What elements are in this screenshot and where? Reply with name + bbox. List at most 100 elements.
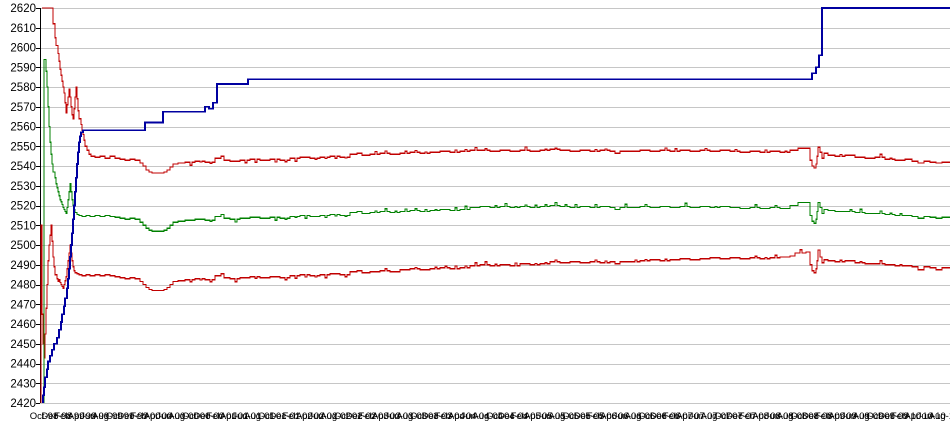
x-tick-label: Aug-05 xyxy=(548,411,579,422)
x-tick-label: Dec-00 xyxy=(193,411,224,422)
x-tick-label: Aug-02 xyxy=(320,411,351,422)
y-tick-label: 2560 xyxy=(10,122,36,134)
x-tick-label: Jun-04 xyxy=(460,411,489,422)
x-tick-label: Feb-01 xyxy=(206,411,236,422)
x-tick-label: Feb-03 xyxy=(359,411,389,422)
x-tick-label: Jun-08 xyxy=(765,411,794,422)
series-ask-upper-red xyxy=(42,7,950,174)
x-tick-label: Feb-06 xyxy=(587,411,617,422)
x-tick-label: Oct-01 xyxy=(258,411,287,422)
x-tick-label: Feb-00 xyxy=(130,411,160,422)
y-tick-label: 2490 xyxy=(10,260,36,272)
x-tick-label: Dec-05 xyxy=(574,411,605,422)
x-tick-label: Aug-03 xyxy=(396,411,427,422)
x-tick-label: Jun-99 xyxy=(80,411,109,422)
y-tick-label: 2510 xyxy=(10,220,36,232)
x-tick-label: Apr-07 xyxy=(676,411,705,422)
x-tick-label: Apr-01 xyxy=(220,411,249,422)
gridlines xyxy=(40,8,950,404)
y-tick-label: 2460 xyxy=(10,319,36,331)
x-tick-label: Oct-06 xyxy=(638,411,667,422)
x-tick-label: Feb-10 xyxy=(891,411,921,422)
x-tick-label: Dec-08 xyxy=(802,411,833,422)
x-tick-label: Apr-00 xyxy=(144,411,173,422)
x-tick-label: Apr-06 xyxy=(600,411,629,422)
y-tick-label: 2530 xyxy=(10,181,36,193)
x-tick-label: Dec-01 xyxy=(270,411,301,422)
y-axis-ticks xyxy=(36,8,40,404)
x-tick-label: Jun-10 xyxy=(917,411,946,422)
x-tick-label: Apr-99 xyxy=(68,411,97,422)
x-tick-label: Jun-03 xyxy=(384,411,413,422)
x-tick-label: Aug-07 xyxy=(701,411,732,422)
x-tick-label: Oct-03 xyxy=(410,411,439,422)
x-tick-label: Apr-03 xyxy=(372,411,401,422)
x-tick-label: Dec-07 xyxy=(726,411,757,422)
x-tick-label: Oct-02 xyxy=(334,411,363,422)
y-tick-label: 2450 xyxy=(10,339,36,351)
x-tick-label: Oct-99 xyxy=(106,411,135,422)
x-tick-label: Aug-09 xyxy=(853,411,884,422)
y-tick-label: 2570 xyxy=(10,102,36,114)
x-tick-label: Feb-04 xyxy=(435,411,465,422)
x-tick-label: Oct-07 xyxy=(714,411,743,422)
x-axis-labels: Oct-98Dec-98Feb-99Apr-99Jun-99Aug-99Oct-… xyxy=(30,411,950,422)
x-tick-label: Aug-10 xyxy=(929,411,950,422)
x-tick-label: Oct-00 xyxy=(182,411,211,422)
y-tick-label: 2540 xyxy=(10,161,36,173)
y-tick-label: 2550 xyxy=(10,141,36,153)
y-tick-label: 2520 xyxy=(10,201,36,213)
y-tick-label: 2610 xyxy=(10,23,36,35)
x-tick-label: Apr-04 xyxy=(448,411,477,422)
x-tick-label: Aug-00 xyxy=(168,411,199,422)
x-tick-label: Jun-07 xyxy=(689,411,718,422)
x-tick-label: Jun-06 xyxy=(613,411,642,422)
x-tick-label: Dec-98 xyxy=(41,411,72,422)
y-tick-label: 2500 xyxy=(10,240,36,252)
x-tick-label: Aug-04 xyxy=(472,411,503,422)
x-tick-label: Feb-07 xyxy=(663,411,693,422)
y-axis-labels: 2420 2430 2440 2450 2460 2470 2480 2490 2500 2510… xyxy=(10,3,36,410)
x-tick-label: Feb-09 xyxy=(815,411,845,422)
x-tick-label: Dec-02 xyxy=(346,411,377,422)
x-tick-label: Dec-09 xyxy=(878,411,909,422)
x-tick-label: Apr-05 xyxy=(524,411,553,422)
y-tick-label: 2430 xyxy=(10,378,36,390)
x-tick-label: Jun-00 xyxy=(156,411,185,422)
x-tick-label: Oct-98 xyxy=(30,411,59,422)
x-tick-label: Dec-06 xyxy=(650,411,681,422)
series-bid-lower-red xyxy=(40,224,950,403)
x-tick-label: Jun-02 xyxy=(308,411,337,422)
x-tick-label: Aug-08 xyxy=(777,411,808,422)
x-tick-label: Aug-01 xyxy=(244,411,275,422)
series-level-blue xyxy=(42,7,950,403)
x-tick-label: Apr-09 xyxy=(828,411,857,422)
x-tick-label: Oct-09 xyxy=(866,411,895,422)
y-tick-label: 2620 xyxy=(10,3,36,15)
y-tick-label: 2590 xyxy=(10,62,36,74)
y-tick-label: 2600 xyxy=(10,43,36,55)
x-tick-label: Dec-99 xyxy=(117,411,148,422)
y-tick-label: 2480 xyxy=(10,280,36,292)
x-tick-label: Feb-99 xyxy=(54,411,84,422)
x-tick-label: Aug-06 xyxy=(624,411,655,422)
x-tick-label: Dec-04 xyxy=(498,411,529,422)
x-tick-label: Aug-99 xyxy=(92,411,123,422)
y-tick-label: 2420 xyxy=(10,398,36,410)
y-tick-label: 2470 xyxy=(10,299,36,311)
x-tick-label: Jun-05 xyxy=(537,411,566,422)
y-tick-label: 2440 xyxy=(10,359,36,371)
x-tick-label: Apr-02 xyxy=(296,411,325,422)
x-tick-label: Jun-09 xyxy=(841,411,870,422)
x-tick-label: Feb-08 xyxy=(739,411,769,422)
x-tick-label: Oct-04 xyxy=(486,411,515,422)
x-tick-label: Oct-05 xyxy=(562,411,591,422)
x-tick-label: Oct-08 xyxy=(790,411,819,422)
x-tick-label: Feb-05 xyxy=(511,411,541,422)
x-tick-label: Jun-01 xyxy=(232,411,261,422)
x-tick-label: Dec-03 xyxy=(422,411,453,422)
series-mid-green xyxy=(43,58,950,403)
x-tick-label: Apr-08 xyxy=(752,411,781,422)
